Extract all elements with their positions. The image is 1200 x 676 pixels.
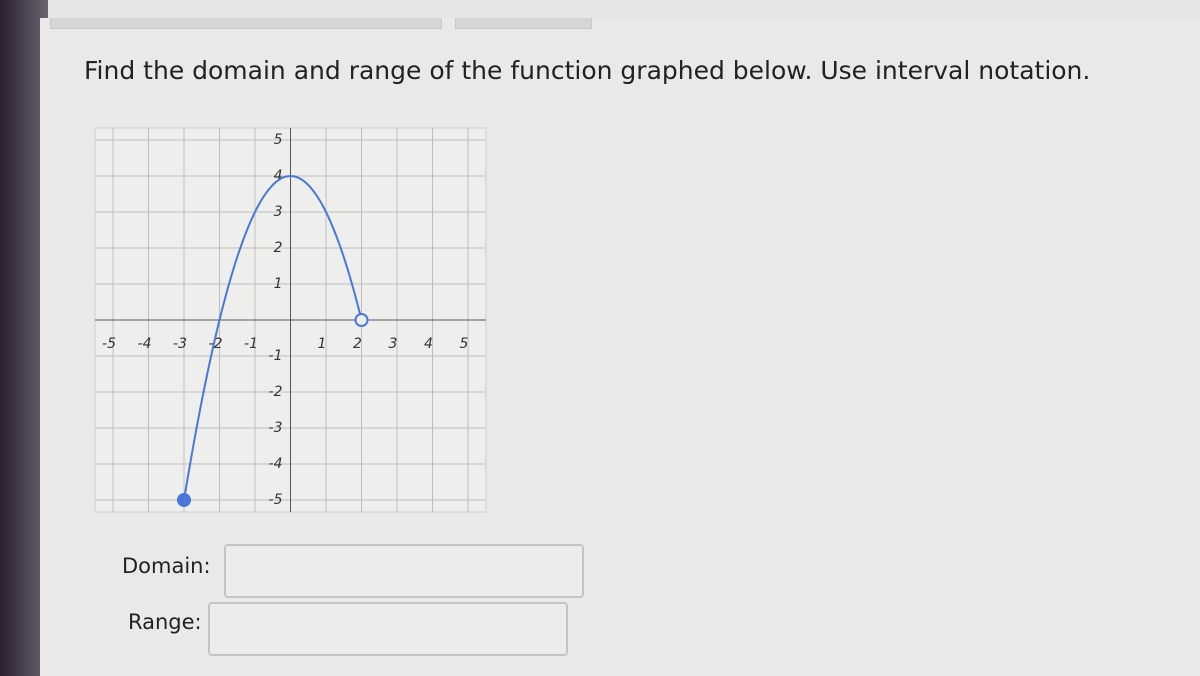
y-tick-label: -4 xyxy=(269,456,283,472)
x-tick-label: 1 xyxy=(318,336,327,352)
field-label: Domain: xyxy=(122,554,211,578)
x-tick-label: 5 xyxy=(460,336,469,352)
x-tick-label: -1 xyxy=(244,336,258,352)
x-tick-label: 4 xyxy=(424,336,433,352)
tab xyxy=(50,18,442,29)
domain-input[interactable] xyxy=(224,544,584,598)
y-tick-label: 2 xyxy=(274,240,283,256)
field-label: Range: xyxy=(128,610,202,634)
y-tick-label: -2 xyxy=(269,384,283,400)
curve xyxy=(183,174,363,501)
question: Find the domain and range of the functio… xyxy=(84,56,1091,85)
y-tick-label: -1 xyxy=(269,348,283,364)
y-tick-label: -3 xyxy=(269,420,283,436)
tab xyxy=(455,18,592,29)
y-tick-label: 4 xyxy=(274,168,283,184)
x-tick-label: -3 xyxy=(173,336,187,352)
x-tick-label: -4 xyxy=(138,336,152,352)
start-point xyxy=(177,493,191,507)
y-tick-label: 3 xyxy=(274,204,283,220)
y-tick-label: 1 xyxy=(274,276,283,292)
range-input[interactable] xyxy=(208,602,568,656)
y-tick-label: 5 xyxy=(274,132,283,148)
x-tick-label: 3 xyxy=(389,336,398,352)
x-tick-label: -5 xyxy=(102,336,116,352)
x-tick-label: 2 xyxy=(353,336,362,352)
y-tick-label: -5 xyxy=(269,492,283,508)
end-point xyxy=(354,313,369,327)
